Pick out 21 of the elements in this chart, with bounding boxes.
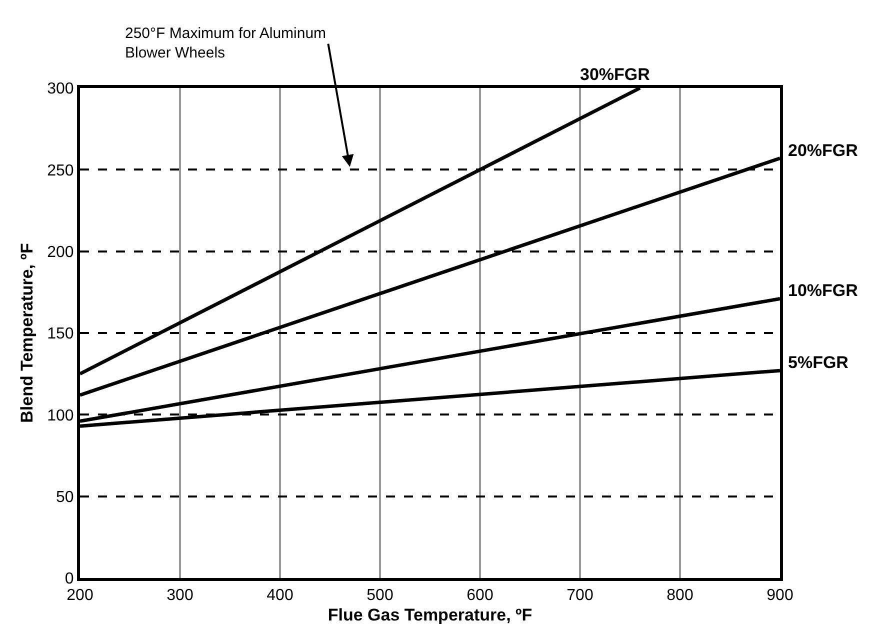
- x-tick-label: 300: [166, 587, 194, 604]
- y-axis-title: Blend Temperature, ºF: [18, 243, 37, 423]
- y-tick-label: 250: [47, 162, 74, 180]
- y-tick-label: 50: [56, 488, 74, 506]
- series-label: 30%FGR: [580, 65, 650, 84]
- series-label: 10%FGR: [788, 281, 858, 300]
- y-tick-label: 0: [64, 570, 74, 588]
- y-tick-label: 200: [47, 244, 74, 261]
- x-tick-label: 500: [366, 587, 394, 604]
- y-tick-label: 100: [47, 407, 74, 424]
- x-tick-label: 800: [666, 587, 694, 604]
- x-tick-label: 600: [466, 587, 494, 604]
- x-axis-title: Flue Gas Temperature, ºF: [328, 606, 532, 625]
- series-label: 20%FGR: [788, 141, 858, 160]
- series-label: 5%FGR: [788, 353, 848, 372]
- y-tick-label: 300: [47, 80, 74, 98]
- x-tick-label: 400: [266, 587, 294, 604]
- text: 250°F Maximum for Aluminum Blower Wheels: [125, 25, 326, 62]
- y-tick-label: 150: [47, 326, 74, 343]
- x-tick-label: 900: [766, 587, 794, 604]
- x-tick-label: 700: [566, 587, 594, 604]
